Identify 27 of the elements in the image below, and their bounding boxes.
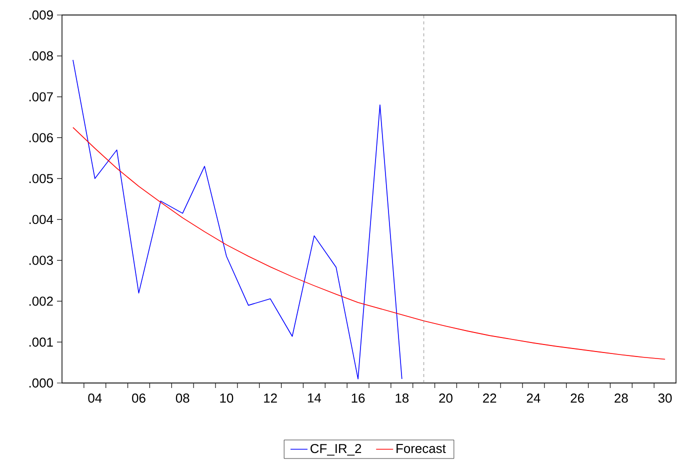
x-tick-label: 20 (439, 394, 452, 403)
x-tick-label: 04 (88, 394, 102, 403)
y-tick-label: .004 (29, 214, 54, 224)
y-tick-label: .001 (29, 338, 53, 347)
x-tick-label: 12 (264, 394, 277, 403)
y-tick-label: .009 (29, 10, 53, 20)
x-tick-label: 08 (176, 394, 190, 403)
y-tick-label: .006 (29, 133, 53, 142)
y-tick-label: .005 (29, 174, 53, 184)
x-tick-label: 26 (570, 394, 584, 403)
y-tick-label: .002 (29, 296, 53, 306)
x-tick-label: 18 (396, 394, 409, 403)
y-tick-label: .008 (29, 51, 53, 60)
x-tick-label: 06 (132, 394, 146, 403)
y-tick-label: .007 (29, 92, 53, 102)
x-tick-label: 30 (658, 394, 672, 403)
legend-label: CF_IR_2 (310, 444, 362, 456)
x-tick-label: 16 (352, 394, 365, 403)
legend-label: Forecast (396, 444, 446, 454)
x-tick-label: 22 (483, 394, 496, 403)
x-tick-label: 28 (614, 394, 628, 403)
x-tick-label: 24 (526, 394, 540, 403)
line-series (72, 60, 402, 380)
x-tick-label: 14 (308, 394, 322, 402)
y-tick-label: .000 (29, 378, 53, 388)
x-tick-label: 10 (220, 394, 234, 403)
y-tick-label: .003 (29, 256, 53, 265)
